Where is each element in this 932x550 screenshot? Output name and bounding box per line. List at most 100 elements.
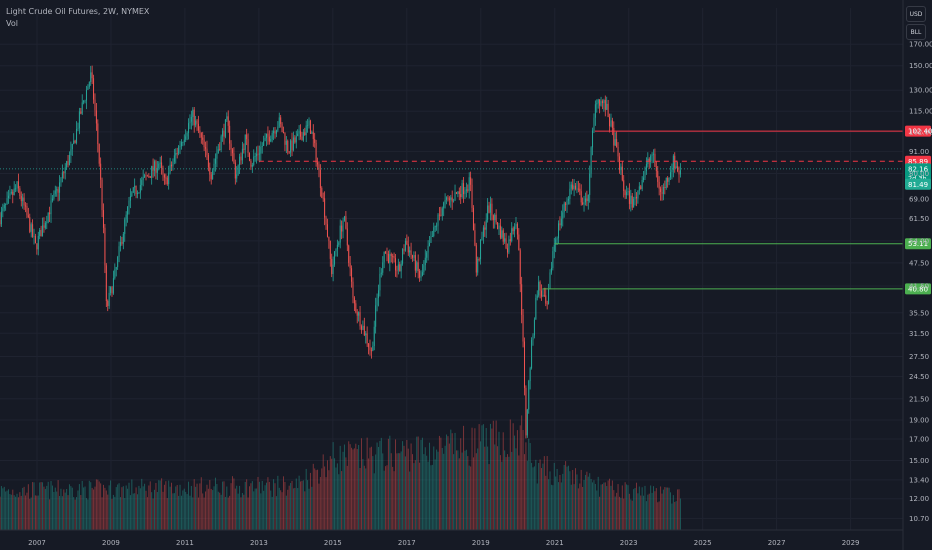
volume-bar [579,483,581,530]
candle-body [224,119,226,137]
volume-bar [678,489,680,530]
candle-body [370,350,372,352]
candle-body [70,149,72,155]
candle-body [16,181,18,189]
candle-body [431,235,433,237]
candle-body [305,125,307,136]
volume-bar [501,461,503,530]
candle-body [263,140,265,146]
candle-body [607,103,609,118]
volume-bar [430,465,432,530]
candle-body [662,187,664,195]
volume-bar [369,447,371,530]
volume-bar [166,498,168,530]
volume-bar [227,497,229,530]
volume-bar [360,438,362,530]
volume-indicator-label[interactable]: Vol [6,19,18,28]
price-axis[interactable]: 170.00 150.00 130.00 115.00 102.00 91.00 80.00… [902,0,932,550]
volume-bar [34,495,36,530]
volume-bar [128,482,130,530]
volume-bar [429,442,431,530]
candle-body [413,255,415,258]
candle-body [582,202,584,205]
volume-bar [2,488,4,530]
volume-bar [431,464,433,530]
currency-button[interactable]: USD [906,6,926,22]
time-axis[interactable]: 2007 2009 2011 2013 2015 2017 2019 2021 2023 2025… [0,529,903,547]
volume-bar [25,495,27,530]
candle-body [300,130,302,137]
candle-body [207,154,209,168]
candle-body [265,133,267,138]
volume-bar [334,458,336,530]
volume-bar [356,449,358,530]
candle-body [386,253,388,255]
candle-body [203,139,205,148]
candle-body [410,250,412,256]
volume-bar [631,500,633,530]
candle-body [522,314,524,342]
candle-body [148,176,150,177]
volume-bar [298,475,300,530]
volume-bar [23,486,25,530]
volume-bar [499,455,501,530]
candle-body [121,242,123,244]
unit-button[interactable]: BLL [906,24,926,40]
volume-bar [346,465,348,530]
volume-bar [10,494,12,530]
candle-body [36,243,38,250]
volume-bar [416,436,418,530]
volume-bar [318,483,320,530]
volume-bar [671,503,673,530]
candle-body [248,152,250,161]
candle-body [464,190,466,195]
volume-bar [601,484,603,530]
price-tick-label: 15.00 [909,457,929,465]
candle-body [553,244,555,252]
volume-bar [81,480,83,530]
candle-body [360,326,362,330]
candle-body [638,186,640,191]
candle-body [637,190,639,199]
candle-body [677,166,679,171]
volume-bar [413,463,415,530]
candle-body [152,166,154,171]
volume-bar [108,485,110,530]
volume-bar [572,469,574,530]
volume-bar [0,496,1,530]
volume-bar [317,469,319,530]
volume-bar [386,465,388,530]
candle-body [295,136,297,143]
candle-body [675,166,677,169]
volume-bar [409,471,411,530]
volume-bar [522,429,524,530]
candle-body [258,153,260,155]
volume-bar [533,466,535,530]
volume-bar [607,480,609,530]
volume-bar [385,466,387,530]
volume-bar [305,468,307,530]
volume-bar [145,490,147,530]
volume-bar [314,468,316,530]
candle-body [385,251,387,254]
volume-bar [241,492,243,530]
volume-bar [42,482,44,530]
volume-bar [205,491,207,530]
candle-body [44,222,46,228]
candle-body [135,185,137,195]
candle-body [526,409,528,436]
volume-bar [370,446,372,530]
candle-body [98,144,100,164]
volume-bar [365,468,367,530]
volume-bar [419,462,421,530]
volume-bar [650,485,652,530]
symbol-title[interactable]: Light Crude Oil Futures, 2W, NYMEX [6,7,150,16]
volume-bar [392,466,394,530]
volume-bar [565,461,567,530]
volume-bar [111,498,113,530]
candle-body [220,136,222,150]
volume-bar [43,486,45,530]
volume-bar [209,480,211,530]
